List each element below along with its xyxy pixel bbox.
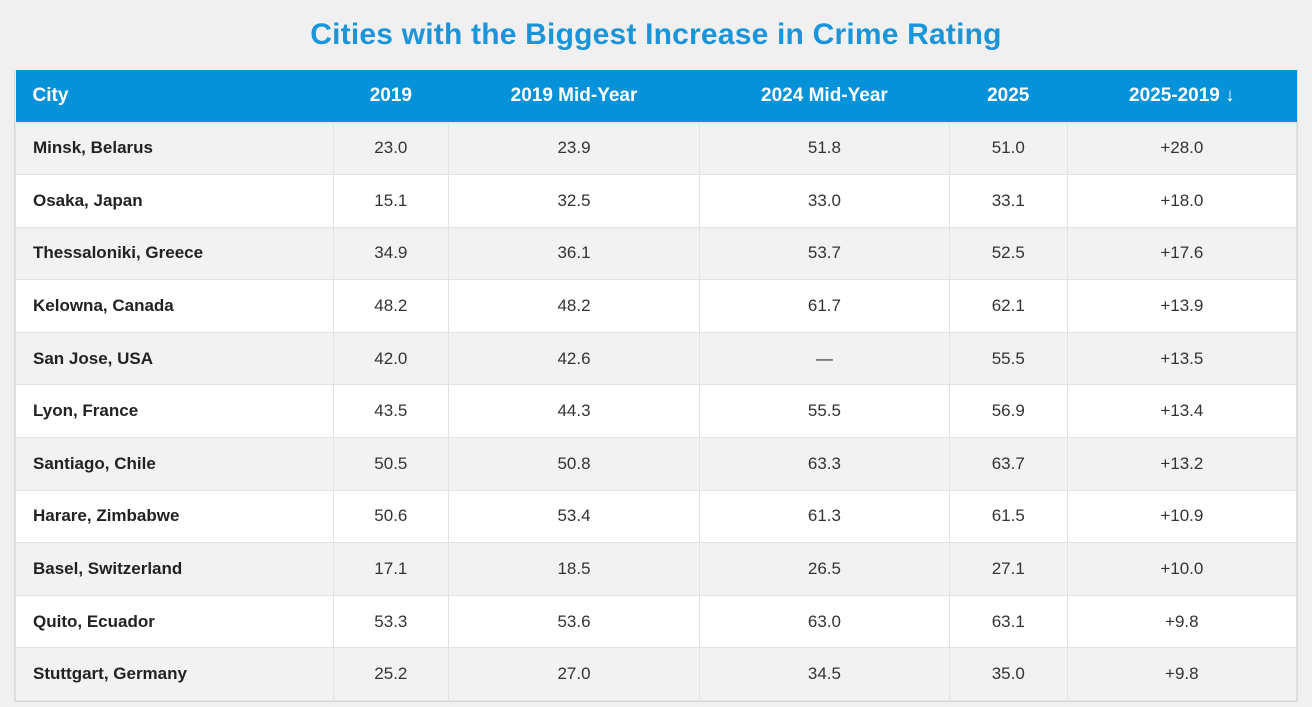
table-row: Stuttgart, Germany 25.2 27.0 34.5 35.0 +… <box>15 647 1298 702</box>
value-2024-mid: 26.5 <box>699 542 950 596</box>
value-2024-mid: — <box>699 331 950 386</box>
table-row: Thessaloniki, Greece 34.9 36.1 53.7 52.5… <box>15 226 1298 281</box>
value-2019: 43.5 <box>332 384 449 439</box>
value-2024-mid: 61.7 <box>699 279 950 333</box>
value-2019-mid: 44.3 <box>447 384 701 439</box>
city-cell: Minsk, Belarus <box>15 121 334 176</box>
value-2019: 15.1 <box>332 174 449 228</box>
value-2024-mid: 51.8 <box>699 121 950 176</box>
value-2024-mid: 63.3 <box>699 437 950 491</box>
value-delta: +10.0 <box>1066 542 1298 596</box>
value-2024-mid: 53.7 <box>699 226 950 281</box>
value-delta: +9.8 <box>1066 594 1298 649</box>
value-2025: 52.5 <box>948 226 1068 281</box>
value-2025: 33.1 <box>948 174 1068 228</box>
value-delta: +17.6 <box>1066 226 1298 281</box>
value-2019: 34.9 <box>332 226 449 281</box>
value-delta: +13.2 <box>1066 437 1298 491</box>
table-row: Santiago, Chile 50.5 50.8 63.3 63.7 +13.… <box>15 437 1298 491</box>
city-cell: San Jose, USA <box>15 331 334 386</box>
value-2019: 50.5 <box>332 437 449 491</box>
city-cell: Thessaloniki, Greece <box>15 226 334 281</box>
value-delta: +28.0 <box>1066 121 1298 176</box>
value-2019-mid: 53.6 <box>447 594 701 649</box>
value-2024-mid: 63.0 <box>699 594 950 649</box>
value-2019-mid: 48.2 <box>447 279 701 333</box>
column-header-2025-2019-label: 2025-2019 <box>1129 84 1220 106</box>
table-row: Kelowna, Canada 48.2 48.2 61.7 62.1 +13.… <box>15 279 1298 333</box>
value-2019-mid: 27.0 <box>447 647 701 702</box>
value-2024-mid: 34.5 <box>699 647 950 702</box>
table-body: Minsk, Belarus 23.0 23.9 51.8 51.0 +28.0… <box>15 121 1298 702</box>
value-2019-mid: 32.5 <box>447 174 701 228</box>
value-2025: 56.9 <box>948 384 1068 439</box>
value-2019-mid: 18.5 <box>447 542 701 596</box>
sort-descending-icon: ↓ <box>1225 84 1235 106</box>
city-cell: Stuttgart, Germany <box>15 647 334 702</box>
value-2025: 63.7 <box>948 437 1068 491</box>
table-row: Basel, Switzerland 17.1 18.5 26.5 27.1 +… <box>15 542 1298 596</box>
value-2019: 23.0 <box>332 121 449 176</box>
value-2024-mid: 33.0 <box>699 174 950 228</box>
table-row: Osaka, Japan 15.1 32.5 33.0 33.1 +18.0 <box>15 174 1298 228</box>
value-delta: +9.8 <box>1066 647 1298 702</box>
value-delta: +10.9 <box>1066 489 1298 544</box>
value-2019: 48.2 <box>332 279 449 333</box>
column-header-2025[interactable]: 2025 <box>949 70 1068 122</box>
city-cell: Quito, Ecuador <box>15 594 334 649</box>
table-row: Minsk, Belarus 23.0 23.9 51.8 51.0 +28.0 <box>15 121 1298 176</box>
value-2019-mid: 50.8 <box>447 437 701 491</box>
column-header-city[interactable]: City <box>15 70 334 122</box>
table-row: Harare, Zimbabwe 50.6 53.4 61.3 61.5 +10… <box>15 489 1298 544</box>
value-2019: 42.0 <box>332 331 449 386</box>
page-title: Cities with the Biggest Increase in Crim… <box>310 18 1002 51</box>
value-2025: 63.1 <box>948 594 1068 649</box>
table-row: Lyon, France 43.5 44.3 55.5 56.9 +13.4 <box>15 384 1298 439</box>
value-2025: 61.5 <box>948 489 1068 544</box>
title-bar: Cities with the Biggest Increase in Crim… <box>0 0 1312 70</box>
value-delta: +13.4 <box>1066 384 1298 439</box>
city-cell: Basel, Switzerland <box>15 542 334 596</box>
table-row: San Jose, USA 42.0 42.6 — 55.5 +13.5 <box>15 331 1298 386</box>
value-2019: 25.2 <box>332 647 449 702</box>
value-2019-mid: 42.6 <box>447 331 701 386</box>
value-2024-mid: 55.5 <box>699 384 950 439</box>
value-2025: 55.5 <box>948 331 1068 386</box>
value-2019: 50.6 <box>332 489 449 544</box>
value-delta: +13.5 <box>1066 331 1298 386</box>
column-header-2025-2019[interactable]: 2025-2019 ↓ <box>1067 70 1297 122</box>
city-cell: Kelowna, Canada <box>15 279 334 333</box>
value-2019-mid: 53.4 <box>447 489 701 544</box>
column-header-2019[interactable]: 2019 <box>333 70 449 122</box>
value-2025: 27.1 <box>948 542 1068 596</box>
value-delta: +18.0 <box>1066 174 1298 228</box>
city-cell: Harare, Zimbabwe <box>15 489 334 544</box>
value-2024-mid: 61.3 <box>699 489 950 544</box>
table-row: Quito, Ecuador 53.3 53.6 63.0 63.1 +9.8 <box>15 594 1298 649</box>
value-2019-mid: 23.9 <box>447 121 701 176</box>
column-header-2024-mid-year[interactable]: 2024 Mid-Year <box>699 70 950 122</box>
value-2025: 62.1 <box>948 279 1068 333</box>
value-delta: +13.9 <box>1066 279 1298 333</box>
city-cell: Santiago, Chile <box>15 437 334 491</box>
crime-rating-table: City 2019 2019 Mid-Year 2024 Mid-Year 20… <box>14 70 1298 703</box>
value-2019-mid: 36.1 <box>447 226 701 281</box>
city-cell: Osaka, Japan <box>15 174 334 228</box>
value-2019: 17.1 <box>332 542 449 596</box>
city-cell: Lyon, France <box>15 384 334 439</box>
table-header: City 2019 2019 Mid-Year 2024 Mid-Year 20… <box>15 70 1297 122</box>
value-2025: 51.0 <box>948 121 1068 176</box>
value-2019: 53.3 <box>332 594 449 649</box>
column-header-2019-mid-year[interactable]: 2019 Mid-Year <box>448 70 700 122</box>
value-2025: 35.0 <box>948 647 1068 702</box>
